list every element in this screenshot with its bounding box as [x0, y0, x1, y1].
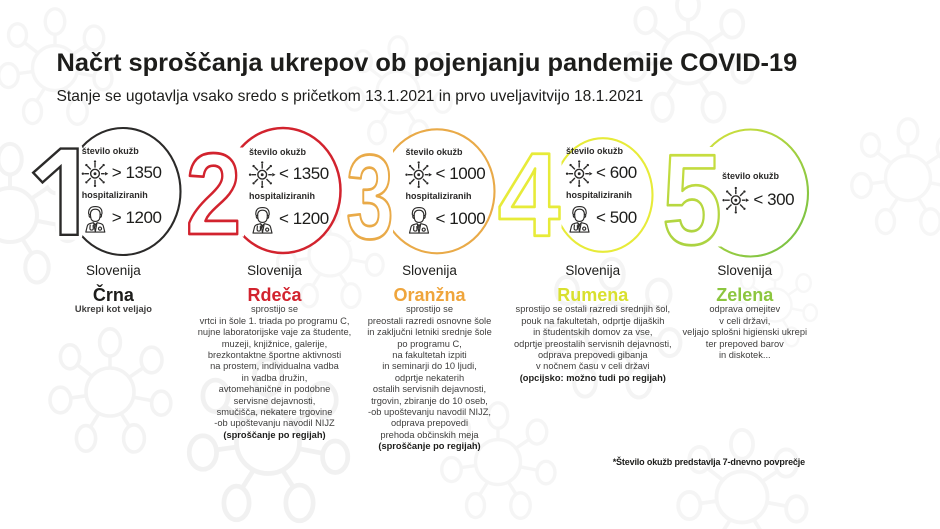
svg-text:5: 5	[662, 129, 722, 273]
svg-text:4: 4	[498, 129, 560, 262]
svg-text:2: 2	[186, 129, 241, 259]
svg-text:3: 3	[346, 131, 393, 265]
